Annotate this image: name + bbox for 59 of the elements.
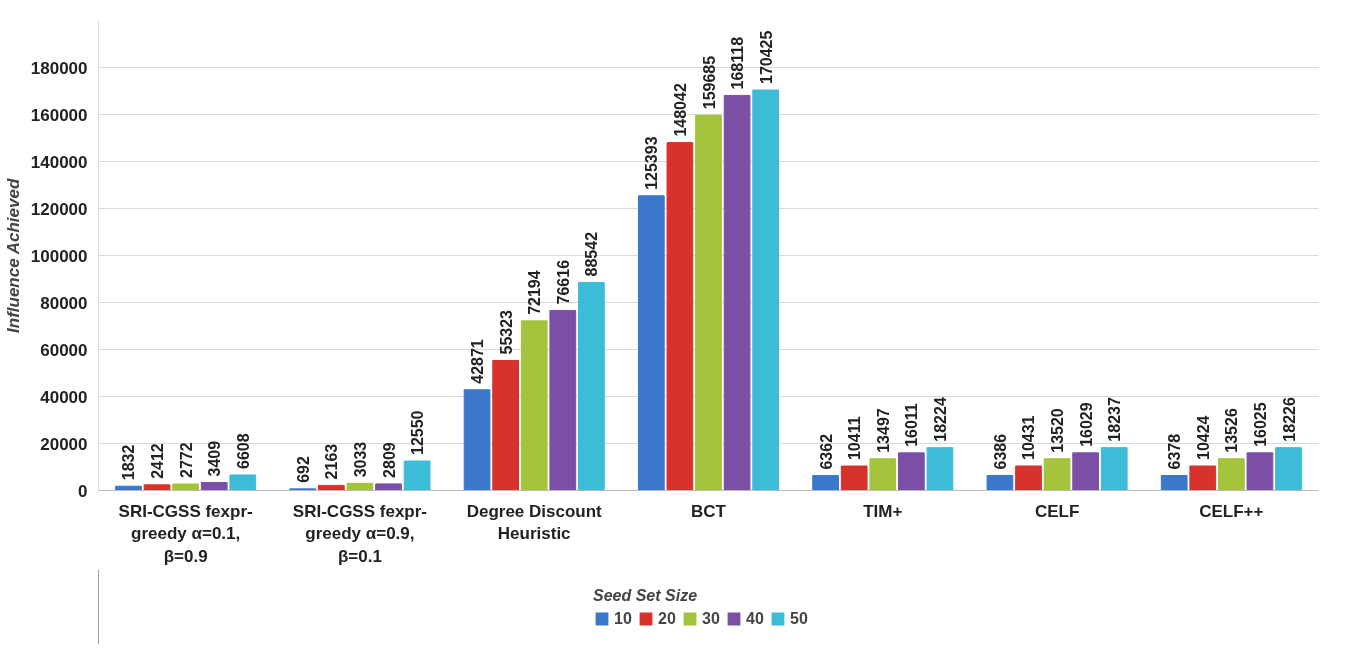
data-label: 13497 <box>874 408 892 453</box>
y-tick-label: 60000 <box>40 340 88 360</box>
data-label: 72194 <box>526 270 544 315</box>
legend-label: 50 <box>790 609 809 627</box>
x-tick-label: CELF++ <box>1199 501 1264 521</box>
data-label: 2772 <box>177 442 195 478</box>
y-tick-label: 80000 <box>40 293 88 313</box>
data-label: 6608 <box>234 433 252 469</box>
data-label: 6362 <box>817 433 835 470</box>
data-label: 18226 <box>1280 397 1298 442</box>
legend-label: 40 <box>746 609 765 627</box>
data-label: 159685 <box>700 55 718 110</box>
x-tick-label: Degree Discount Heuristic <box>466 501 603 544</box>
y-tick-label: 160000 <box>30 105 88 125</box>
data-label: 6378 <box>1166 433 1184 470</box>
data-label: 3409 <box>206 440 224 477</box>
y-tick-label: 100000 <box>30 246 88 266</box>
data-label: 16029 <box>1077 402 1095 447</box>
x-tick-label: TIM+ <box>863 501 903 521</box>
data-label: 692 <box>294 456 312 483</box>
y-tick-label: 40000 <box>40 387 88 407</box>
data-label: 12550 <box>409 410 427 456</box>
data-label: 88542 <box>583 231 601 277</box>
data-label: 13526 <box>1223 408 1241 453</box>
data-label: 2163 <box>323 443 341 480</box>
data-label: 125393 <box>643 136 661 190</box>
legend-label: 30 <box>702 609 721 627</box>
legend-label: 10 <box>614 609 633 627</box>
y-tick-label: 20000 <box>40 434 88 454</box>
data-label: 42871 <box>469 339 487 384</box>
y-tick-label: 140000 <box>30 152 88 172</box>
x-tick-label: SRI-CGSS fexpr-greedy α=0.1, β=0.9 <box>118 501 253 567</box>
data-label: 2809 <box>380 442 398 478</box>
x-tick-label: CELF <box>1034 501 1080 521</box>
y-tick-label: 120000 <box>30 199 88 219</box>
data-label: 55323 <box>497 309 515 355</box>
data-label: 148042 <box>671 83 689 137</box>
data-label: 16025 <box>1251 402 1269 447</box>
data-label: 2412 <box>149 443 167 479</box>
data-label: 10431 <box>1020 415 1038 460</box>
x-tick-label: BCT <box>691 501 727 521</box>
legend-title: Seed Set Size <box>593 586 699 604</box>
data-label: 6386 <box>991 433 1009 470</box>
y-axis-title: Influence Achieved <box>3 178 23 333</box>
data-label: 13520 <box>1049 408 1067 453</box>
data-label: 76616 <box>554 259 572 305</box>
data-label: 3033 <box>351 441 369 478</box>
legend-label: 20 <box>658 609 677 627</box>
data-label: 16011 <box>903 403 921 447</box>
x-tick-label: SRI-CGSS fexpr-greedy α=0.9, β=0.1 <box>292 501 427 567</box>
data-label: 18237 <box>1106 397 1124 442</box>
y-tick-label: 180000 <box>30 58 88 78</box>
y-tick-label: 0 <box>78 481 88 501</box>
data-label: 170425 <box>757 30 775 84</box>
data-label: 168118 <box>729 36 747 90</box>
data-label: 10411 <box>846 416 864 461</box>
data-label: 1832 <box>120 444 138 481</box>
data-label: 18224 <box>931 397 949 442</box>
data-label: 10424 <box>1194 415 1212 460</box>
